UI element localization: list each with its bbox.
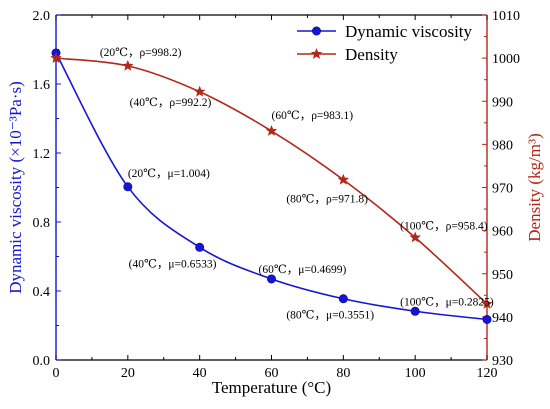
x-axis-label: Temperature (°C) [212, 378, 331, 397]
right-y-tick-label: 940 [492, 311, 513, 326]
right-y-tick-label: 1000 [492, 52, 520, 67]
data-point-0 [195, 242, 205, 252]
data-point-1 [193, 85, 206, 97]
right-y-tick-label: 990 [492, 95, 513, 110]
x-tick-label: 20 [121, 366, 135, 381]
data-annotation: (100℃，μ=0.2825) [400, 296, 494, 308]
left-y-tick-label: 2.0 [33, 9, 51, 24]
left-y-axis-label: Dynamic viscosity (×10⁻³Pa·s) [6, 81, 25, 294]
left-y-tick-label: 0.4 [33, 285, 51, 300]
data-point-0 [482, 314, 492, 324]
data-annotation: (80℃，μ=0.3551) [286, 310, 374, 322]
right-y-axis-label: Density (kg/m³) [525, 133, 544, 242]
data-point-0 [266, 274, 276, 284]
data-point-1 [409, 231, 421, 243]
legend-marker-0 [311, 26, 321, 36]
data-annotation: (60℃，ρ=983.1) [272, 110, 354, 122]
x-tick-label: 40 [193, 366, 207, 381]
legend: Dynamic viscosity Density [297, 22, 473, 64]
right-y-tick-label: 930 [492, 354, 513, 369]
x-tick-label: 80 [336, 366, 350, 381]
right-y-tick-label: 1010 [492, 9, 520, 24]
data-annotation: (20℃，ρ=998.2) [100, 47, 182, 59]
right-y-tick-label: 980 [492, 138, 513, 153]
left-y-tick-label: 0.0 [33, 354, 51, 369]
data-point-0 [123, 182, 133, 192]
data-annotation: (80℃，ρ=971.8) [286, 194, 368, 206]
data-point-1 [50, 52, 62, 63]
data-annotation: (20℃，μ=1.004) [128, 168, 210, 180]
data-point-1 [122, 59, 134, 71]
data-point-0 [338, 294, 348, 304]
x-tick-label: 100 [405, 366, 426, 381]
plot-area: 0 20 40 60 80 100 120 0.0 0.4 0.8 1.2 1.6 2.0 930 940 9… [33, 9, 521, 381]
data-annotation: (40℃，μ=0.6533) [129, 258, 217, 270]
legend-label-0: Dynamic viscosity [345, 22, 473, 41]
data-annotation: (40℃，ρ=992.2) [130, 97, 212, 109]
left-y-tick-label: 0.8 [33, 216, 51, 231]
data-point-0 [410, 306, 420, 316]
left-y-tick-label: 1.2 [33, 147, 51, 162]
data-annotation: (60℃，μ=0.4699) [259, 264, 347, 276]
data-point-1 [265, 125, 278, 136]
right-y-tick-label: 950 [492, 268, 513, 283]
right-y-tick-label: 960 [492, 225, 513, 240]
x-tick-label: 60 [265, 366, 279, 381]
legend-label-1: Density [345, 45, 398, 64]
data-point-1 [337, 173, 350, 185]
right-y-tick-label: 970 [492, 182, 513, 197]
left-y-tick-label: 1.6 [33, 78, 51, 93]
data-point-1 [481, 297, 493, 309]
data-annotation: (100℃，ρ=958.4) [400, 221, 488, 233]
legend-marker-1 [310, 48, 323, 59]
x-tick-label: 120 [477, 366, 498, 381]
x-tick-label: 0 [53, 366, 60, 381]
